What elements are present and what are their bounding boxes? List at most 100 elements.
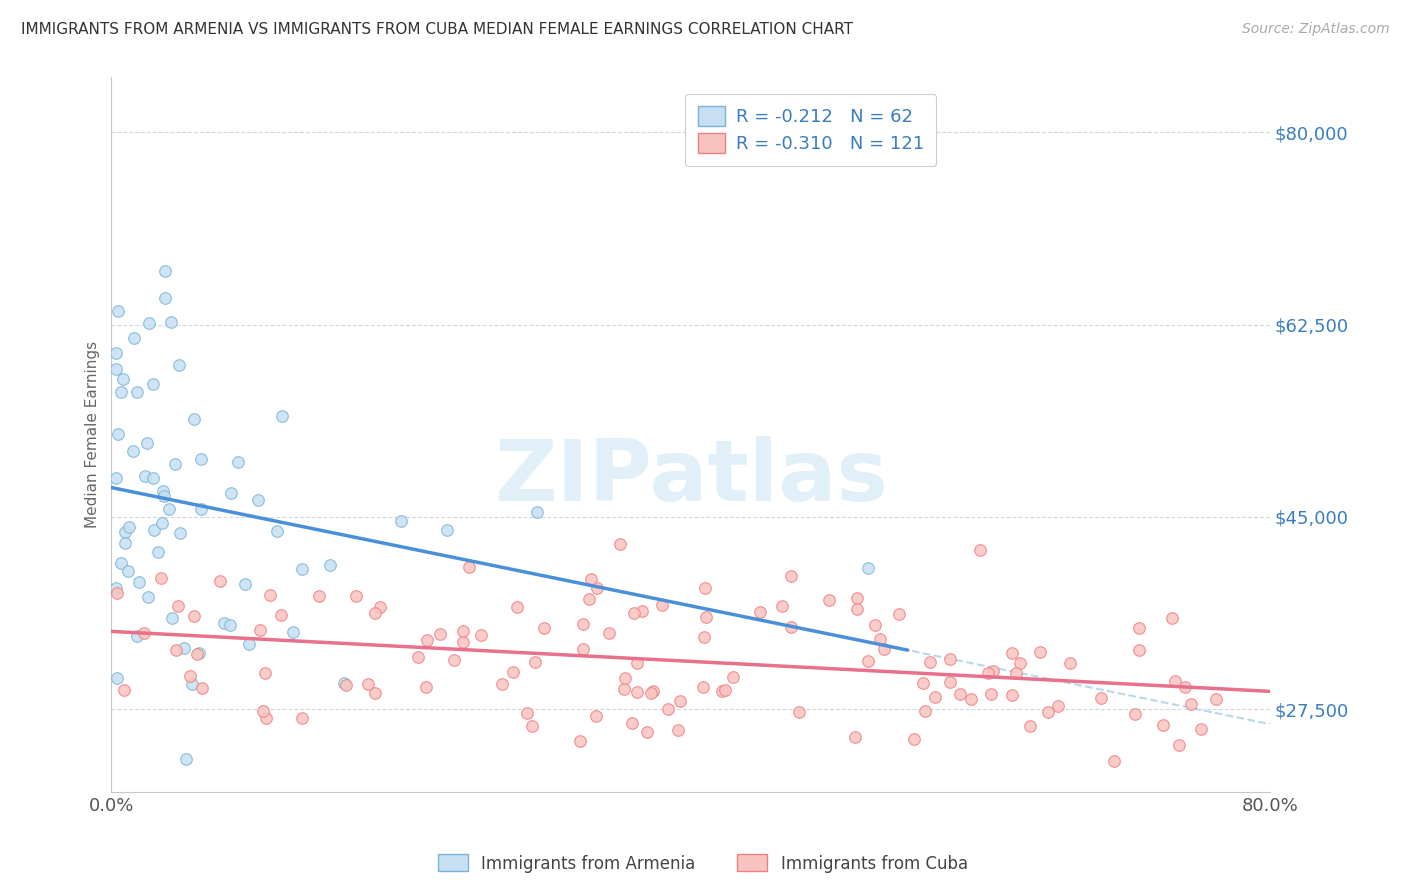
- Y-axis label: Median Female Earnings: Median Female Earnings: [86, 341, 100, 528]
- Text: ZIPatlas: ZIPatlas: [494, 436, 887, 519]
- Point: [695, 610, 717, 624]
- Point: [491, 676, 513, 690]
- Point: [153, 291, 176, 305]
- Point: [157, 501, 180, 516]
- Point: [218, 618, 240, 632]
- Point: [918, 655, 941, 669]
- Point: [523, 655, 546, 669]
- Point: [214, 616, 236, 631]
- Point: [1001, 688, 1024, 702]
- Point: [153, 489, 176, 503]
- Point: [666, 723, 689, 737]
- Point: [613, 681, 636, 696]
- Point: [173, 640, 195, 655]
- Point: [770, 599, 793, 613]
- Point: [160, 611, 183, 625]
- Point: [333, 675, 356, 690]
- Point: [976, 665, 998, 680]
- Point: [226, 455, 249, 469]
- Point: [150, 516, 173, 530]
- Point: [219, 486, 242, 500]
- Point: [1174, 680, 1197, 694]
- Point: [1036, 705, 1059, 719]
- Point: [112, 372, 135, 386]
- Point: [1047, 698, 1070, 713]
- Point: [533, 622, 555, 636]
- Point: [104, 362, 127, 376]
- Point: [308, 589, 330, 603]
- Point: [585, 709, 607, 723]
- Point: [651, 598, 673, 612]
- Point: [1128, 621, 1150, 635]
- Point: [136, 436, 159, 450]
- Point: [569, 733, 592, 747]
- Point: [1180, 697, 1202, 711]
- Point: [692, 680, 714, 694]
- Point: [167, 599, 190, 613]
- Point: [142, 377, 165, 392]
- Legend: R = -0.212   N = 62, R = -0.310   N = 121: R = -0.212 N = 62, R = -0.310 N = 121: [685, 94, 936, 166]
- Point: [190, 451, 212, 466]
- Point: [368, 600, 391, 615]
- Point: [110, 556, 132, 570]
- Point: [1005, 666, 1028, 681]
- Point: [436, 524, 458, 538]
- Point: [1128, 642, 1150, 657]
- Point: [114, 535, 136, 549]
- Point: [1059, 656, 1081, 670]
- Point: [1167, 738, 1189, 752]
- Point: [132, 625, 155, 640]
- Point: [122, 331, 145, 345]
- Point: [364, 686, 387, 700]
- Point: [183, 411, 205, 425]
- Point: [186, 647, 208, 661]
- Point: [174, 752, 197, 766]
- Point: [183, 609, 205, 624]
- Point: [938, 674, 960, 689]
- Point: [579, 573, 602, 587]
- Point: [960, 692, 983, 706]
- Point: [128, 575, 150, 590]
- Point: [107, 427, 129, 442]
- Point: [136, 590, 159, 604]
- Point: [641, 683, 664, 698]
- Point: [1019, 719, 1042, 733]
- Point: [1008, 656, 1031, 670]
- Legend: Immigrants from Armenia, Immigrants from Cuba: Immigrants from Armenia, Immigrants from…: [432, 847, 974, 880]
- Point: [571, 641, 593, 656]
- Point: [187, 646, 209, 660]
- Point: [169, 526, 191, 541]
- Point: [155, 264, 177, 278]
- Point: [1001, 646, 1024, 660]
- Point: [522, 719, 544, 733]
- Point: [364, 606, 387, 620]
- Point: [150, 571, 173, 585]
- Point: [125, 629, 148, 643]
- Point: [283, 624, 305, 639]
- Point: [246, 493, 269, 508]
- Point: [249, 624, 271, 638]
- Point: [160, 315, 183, 329]
- Point: [259, 588, 281, 602]
- Text: IMMIGRANTS FROM ARMENIA VS IMMIGRANTS FROM CUBA MEDIAN FEMALE EARNINGS CORRELATI: IMMIGRANTS FROM ARMENIA VS IMMIGRANTS FR…: [21, 22, 853, 37]
- Point: [107, 304, 129, 318]
- Point: [406, 649, 429, 664]
- Point: [415, 681, 437, 695]
- Point: [903, 731, 925, 746]
- Point: [1152, 718, 1174, 732]
- Point: [451, 624, 474, 639]
- Point: [443, 653, 465, 667]
- Point: [779, 620, 801, 634]
- Point: [526, 505, 548, 519]
- Point: [104, 346, 127, 360]
- Point: [626, 657, 648, 671]
- Point: [165, 643, 187, 657]
- Point: [1028, 645, 1050, 659]
- Point: [233, 577, 256, 591]
- Point: [856, 561, 879, 575]
- Point: [869, 632, 891, 647]
- Point: [104, 471, 127, 485]
- Point: [939, 652, 962, 666]
- Point: [502, 665, 524, 679]
- Point: [609, 537, 631, 551]
